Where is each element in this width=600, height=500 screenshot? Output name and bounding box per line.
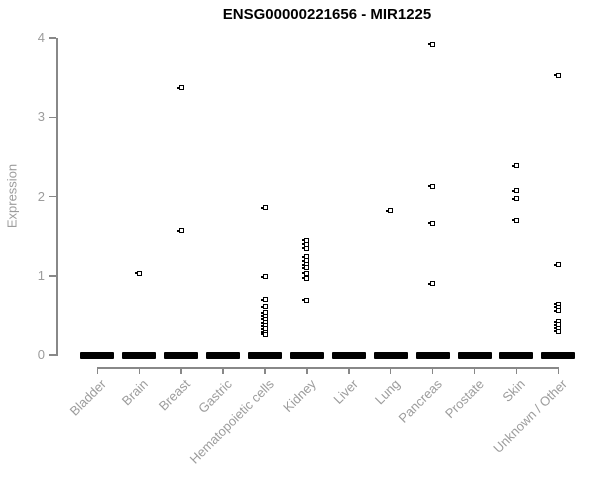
y-tick-label: 1 xyxy=(37,267,45,283)
chart-title: ENSG00000221656 - MIR1225 xyxy=(222,6,432,23)
zero-expression-dash xyxy=(206,352,241,359)
x-category-label: Unknown / Other xyxy=(490,376,571,456)
expression-point xyxy=(262,304,268,310)
expression-point xyxy=(262,205,268,211)
x-tick xyxy=(389,367,392,374)
y-tick-label: 2 xyxy=(37,188,45,204)
y-axis-line xyxy=(56,38,58,356)
y-tick xyxy=(49,37,56,39)
zero-expression-dash xyxy=(499,352,534,359)
x-tick xyxy=(222,367,224,374)
expression-point xyxy=(555,308,561,314)
expression-point xyxy=(555,328,561,334)
y-tick-label: 0 xyxy=(37,347,45,362)
y-tick-label: 3 xyxy=(37,109,45,125)
zero-expression-dash xyxy=(122,352,157,359)
zero-expression-dash xyxy=(331,352,366,359)
x-tick xyxy=(515,367,518,374)
zero-expression-dash xyxy=(415,352,450,359)
zero-expression-dash xyxy=(457,352,492,359)
expression-point xyxy=(430,281,436,287)
zero-expression-dash xyxy=(541,352,576,359)
expression-point xyxy=(304,297,310,303)
expression-point xyxy=(304,275,310,281)
expression-point xyxy=(513,196,519,202)
expression-point xyxy=(513,217,519,223)
expression-point xyxy=(430,41,436,47)
expression-point xyxy=(555,72,561,78)
y-tick xyxy=(49,354,56,356)
x-tick xyxy=(431,367,434,374)
y-tick-label: 4 xyxy=(37,30,45,45)
zero-expression-dash xyxy=(80,352,115,359)
expression-point xyxy=(178,228,184,234)
zero-expression-dash xyxy=(373,352,408,359)
x-tick xyxy=(138,367,141,374)
expression-point xyxy=(136,270,142,276)
expression-point xyxy=(555,262,561,268)
y-tick xyxy=(49,195,56,198)
x-tick xyxy=(306,367,308,374)
expression-point xyxy=(262,297,268,303)
x-tick xyxy=(473,367,476,374)
x-tick xyxy=(264,367,266,374)
expression-point xyxy=(513,188,519,194)
x-tick xyxy=(96,367,99,374)
zero-expression-dash xyxy=(164,352,199,359)
x-tick xyxy=(180,367,182,374)
x-tick xyxy=(348,367,350,374)
zero-expression-dash xyxy=(248,352,282,359)
expression-point xyxy=(178,85,184,91)
expression-point xyxy=(304,265,310,271)
x-axis-line xyxy=(97,367,560,369)
expression-point xyxy=(388,208,394,214)
expression-point xyxy=(430,183,436,189)
expression-point xyxy=(430,220,436,226)
expression-point xyxy=(262,331,268,337)
expression-point xyxy=(262,274,268,280)
x-tick xyxy=(557,367,560,374)
y-tick xyxy=(49,116,56,118)
expression-point xyxy=(304,245,310,251)
zero-expression-dash xyxy=(289,352,324,359)
expression-point xyxy=(513,163,519,169)
y-tick xyxy=(49,275,56,277)
